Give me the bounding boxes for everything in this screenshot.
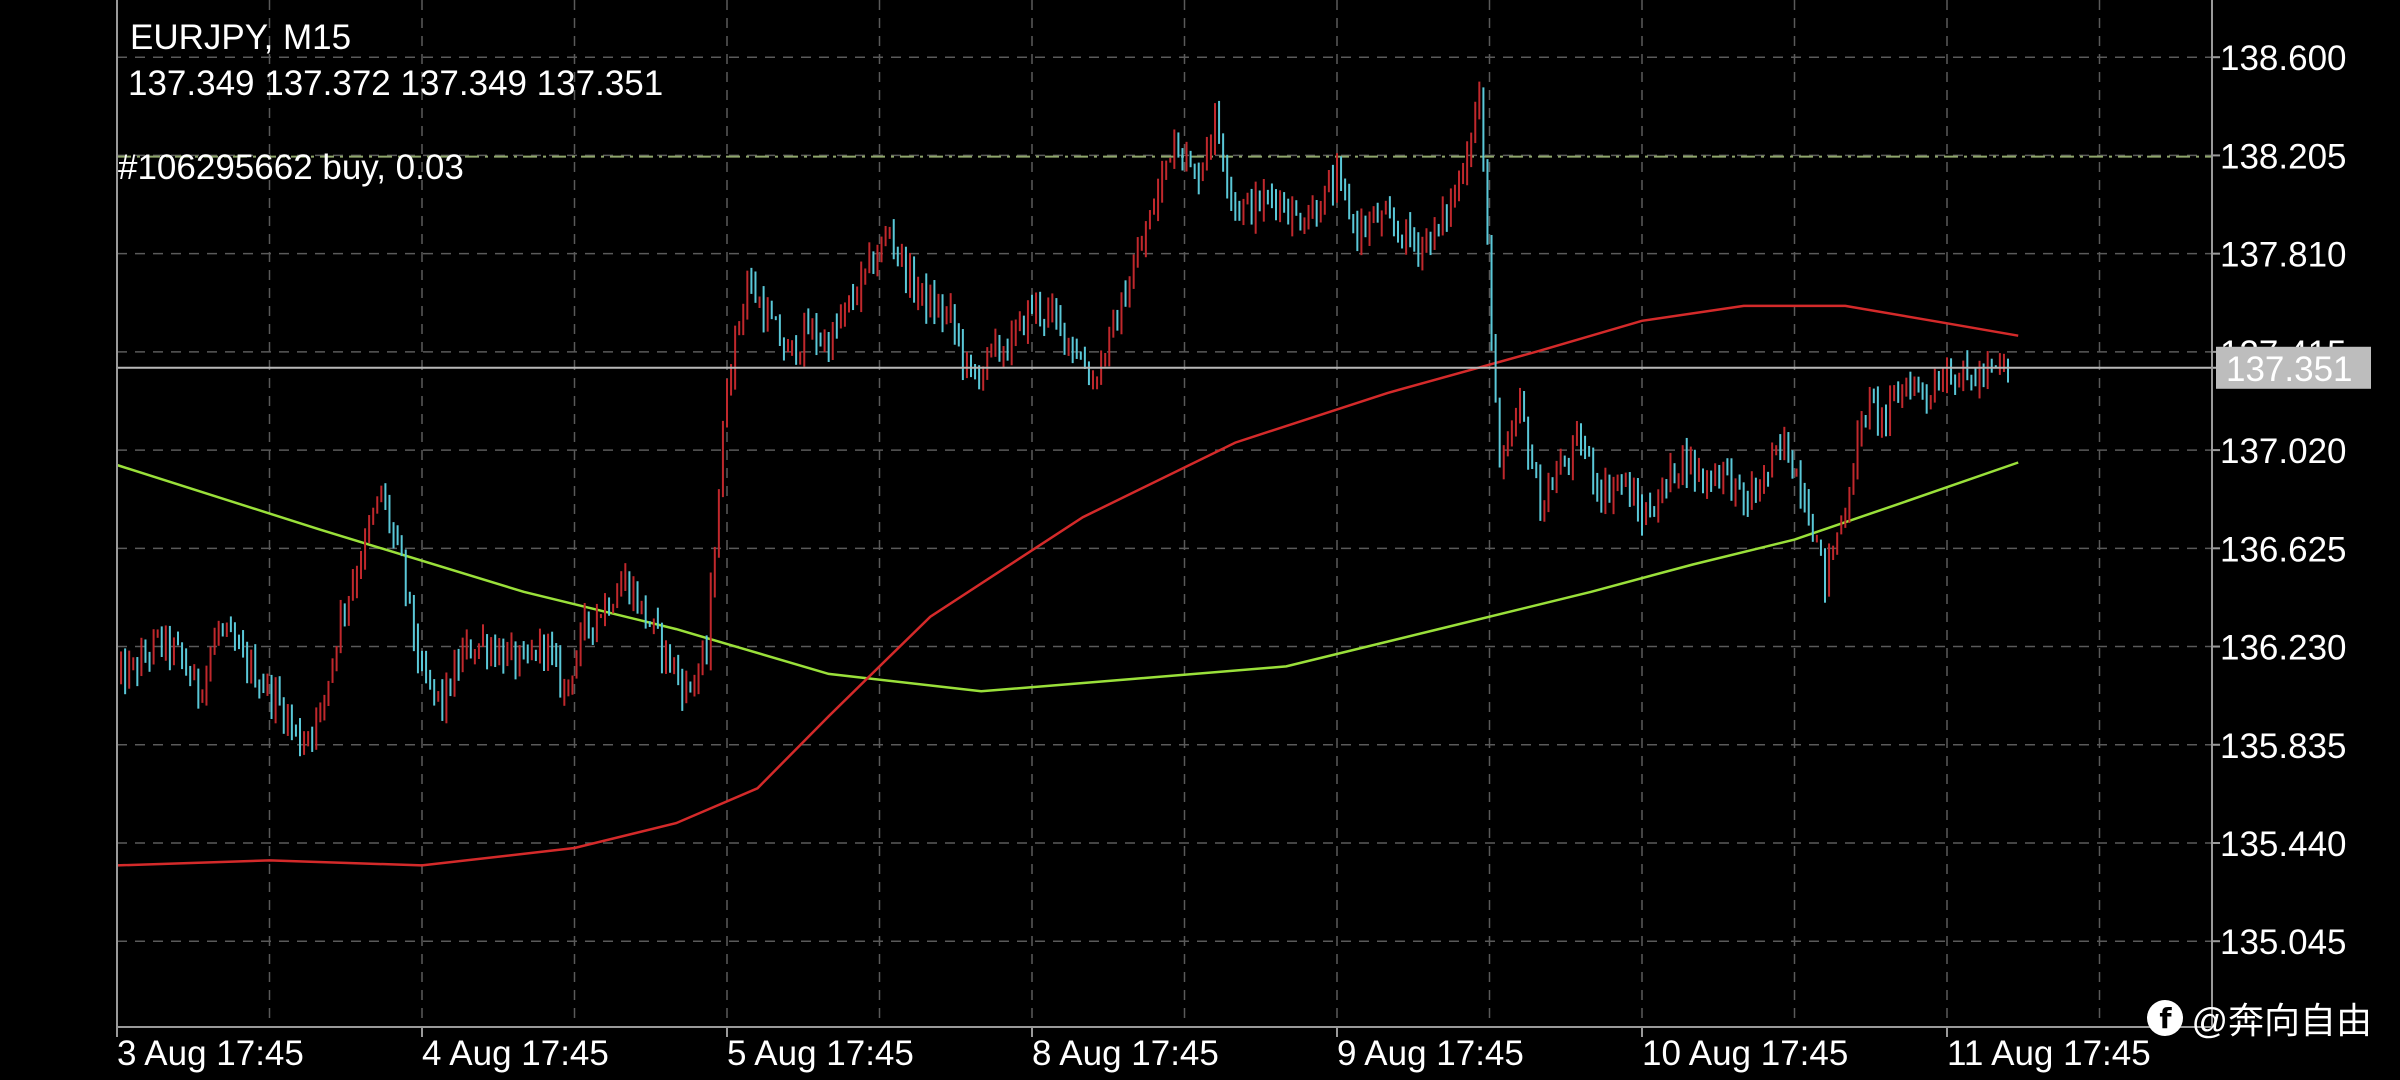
order-label[interactable]: #106295662 buy, 0.03: [118, 148, 464, 187]
x-tick-label: 5 Aug 17:45: [727, 1034, 914, 1073]
x-tick-label: 9 Aug 17:45: [1337, 1034, 1524, 1073]
y-tick-label: 138.205: [2220, 137, 2347, 176]
y-tick-label: 137.020: [2220, 432, 2347, 471]
current-price-tag: 137.351: [2216, 346, 2371, 389]
y-tick-label: 135.835: [2220, 727, 2347, 766]
x-tick-label: 10 Aug 17:45: [1642, 1034, 1848, 1073]
watermark: f @奔向自由: [2147, 992, 2372, 1044]
chart-axes: [116, 0, 2213, 1028]
y-axis-ticks: 138.600138.205137.810137.415137.020136.6…: [2212, 39, 2347, 962]
x-tick-label: 8 Aug 17:45: [1032, 1034, 1219, 1073]
x-axis-ticks: 3 Aug 17:45 4 Aug 17:45 5 Aug 17:45 8 Aug 1…: [116, 1027, 2151, 1073]
symbol-timeframe-label: EURJPY, M15: [130, 18, 352, 57]
ma-fast-line: [116, 461, 2019, 693]
watermark-text: @奔向自由: [2191, 1000, 2372, 1041]
ma-slow-line: [116, 304, 2019, 867]
social-icon: f: [2147, 1000, 2184, 1036]
ohlc-readout: 137.349 137.372 137.349 137.351: [128, 64, 664, 103]
x-tick-label: 11 Aug 17:45: [1947, 1034, 2151, 1073]
price-tag-label: 137.351: [2226, 350, 2353, 389]
x-tick-label: 3 Aug 17:45: [117, 1034, 304, 1073]
x-tick-label: 4 Aug 17:45: [422, 1034, 609, 1073]
grid-lines: [116, 0, 2212, 1027]
price-tag-box: [2216, 346, 2371, 389]
y-tick-label: 138.600: [2220, 39, 2347, 78]
y-tick-label: 137.810: [2220, 236, 2347, 275]
y-tick-label: 135.440: [2220, 825, 2347, 864]
y-tick-label: 135.045: [2220, 923, 2347, 962]
price-candles: [116, 81, 2009, 757]
y-tick-label: 136.230: [2220, 629, 2347, 668]
moving-averages: [116, 304, 2019, 867]
y-tick-label: 136.625: [2220, 530, 2347, 569]
